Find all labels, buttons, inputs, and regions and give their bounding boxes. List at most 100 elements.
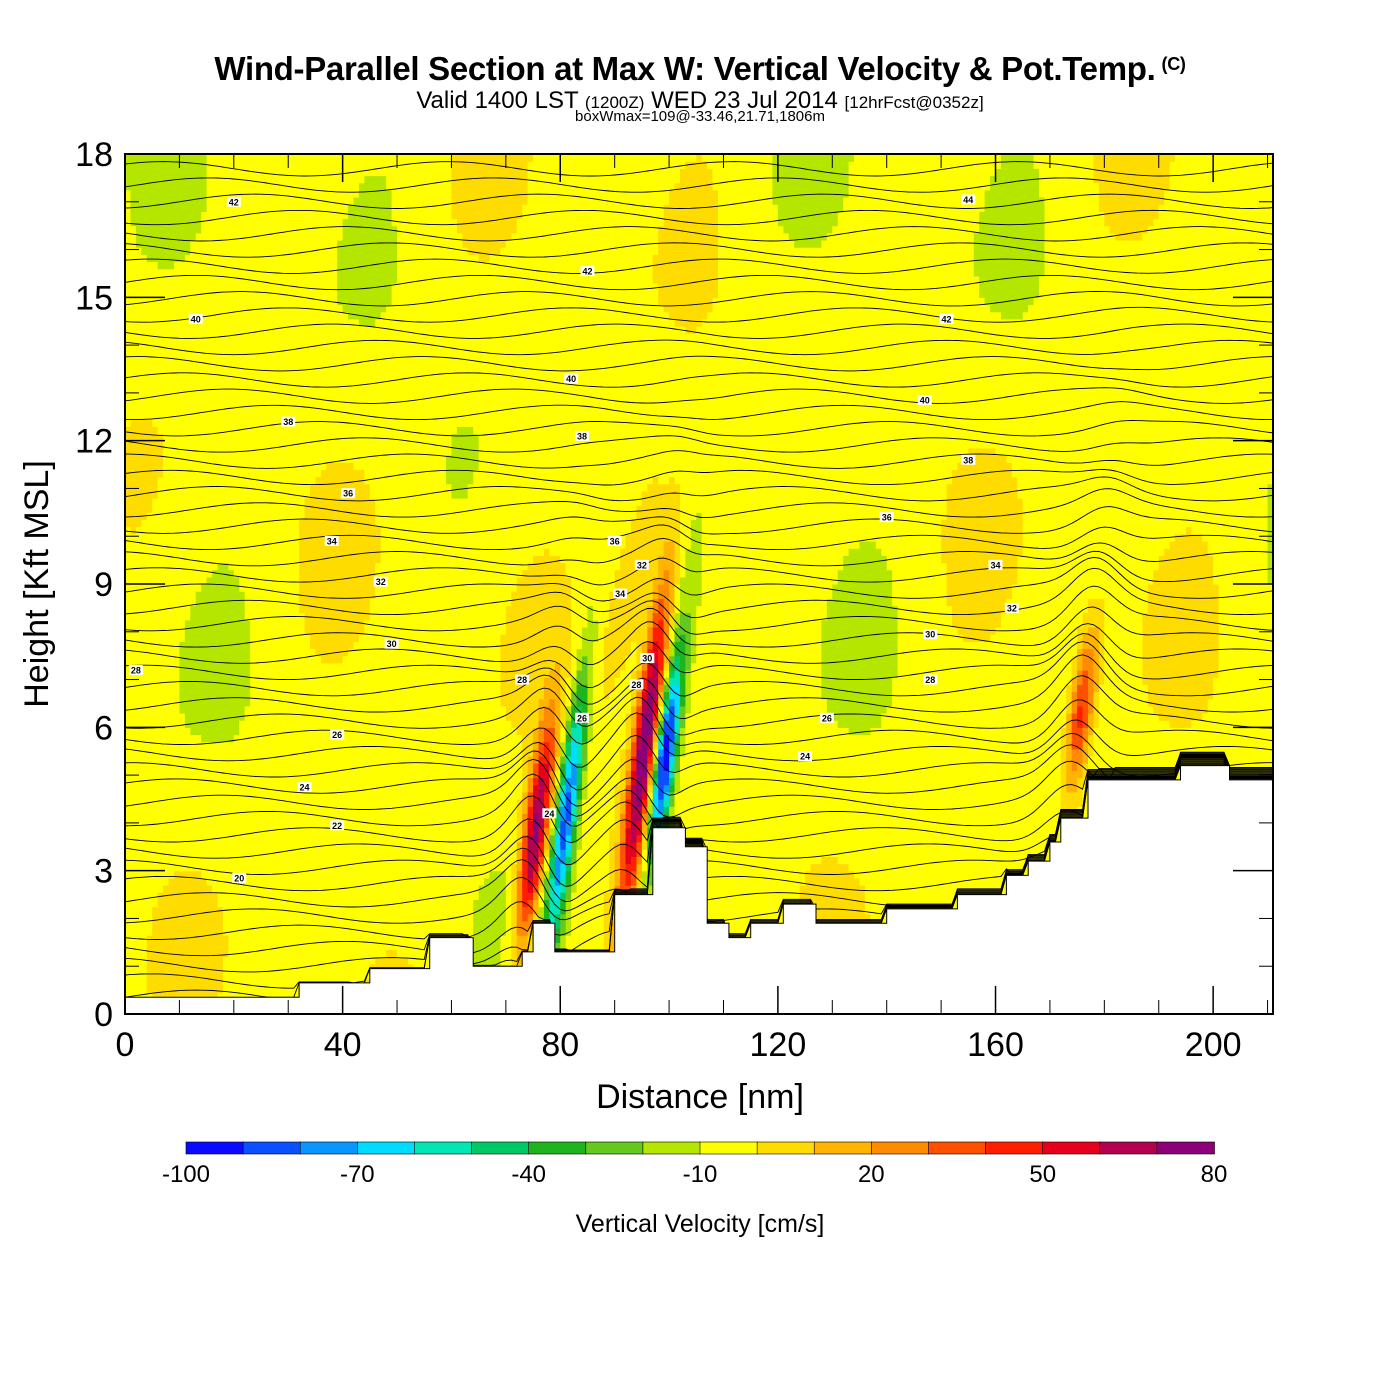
velocity-cell <box>136 649 142 657</box>
velocity-cell <box>147 555 153 563</box>
velocity-cell <box>163 326 169 334</box>
velocity-cell <box>190 792 196 800</box>
velocity-cell <box>179 297 185 305</box>
velocity-cell <box>201 412 207 420</box>
velocity-cell <box>163 742 169 750</box>
velocity-cell <box>147 276 153 284</box>
velocity-cell <box>163 462 169 470</box>
velocity-cell <box>136 792 142 800</box>
velocity-cell <box>147 634 153 642</box>
velocity-cell <box>136 455 142 463</box>
velocity-cell <box>147 520 153 528</box>
velocity-cell <box>130 405 136 413</box>
velocity-cell <box>147 763 153 771</box>
velocity-cell <box>174 835 180 843</box>
velocity-cell <box>147 921 153 929</box>
velocity-cell <box>174 856 180 864</box>
velocity-cell <box>158 613 164 621</box>
velocity-cell <box>174 785 180 793</box>
velocity-cell <box>158 190 164 198</box>
velocity-cell <box>201 821 207 829</box>
velocity-cell <box>174 735 180 743</box>
velocity-cell <box>185 305 191 313</box>
velocity-cell <box>163 770 169 778</box>
velocity-cell <box>169 942 175 950</box>
velocity-cell <box>141 462 147 470</box>
velocity-cell <box>169 548 175 556</box>
velocity-cell <box>130 161 136 169</box>
velocity-cell <box>179 283 185 291</box>
velocity-cell <box>185 971 191 979</box>
velocity-cell <box>136 219 142 227</box>
velocity-cell <box>169 204 175 212</box>
velocity-cell <box>190 462 196 470</box>
velocity-cell <box>141 391 147 399</box>
velocity-cell <box>174 749 180 757</box>
velocity-cell <box>179 577 185 585</box>
velocity-cell <box>190 684 196 692</box>
velocity-cell <box>174 878 180 886</box>
velocity-cell <box>158 269 164 277</box>
velocity-cell <box>169 735 175 743</box>
velocity-cell <box>152 971 158 979</box>
velocity-cell <box>152 641 158 649</box>
velocity-cell <box>185 448 191 456</box>
velocity-cell <box>185 878 191 886</box>
velocity-cell <box>163 319 169 327</box>
velocity-cell <box>141 878 147 886</box>
velocity-cell <box>169 563 175 571</box>
velocity-cell <box>141 813 147 821</box>
velocity-cell <box>152 921 158 929</box>
velocity-cell <box>174 806 180 814</box>
velocity-cell <box>147 426 153 434</box>
velocity-cell <box>196 842 202 850</box>
velocity-cell <box>147 856 153 864</box>
velocity-cell <box>196 520 202 528</box>
velocity-cell <box>130 892 136 900</box>
velocity-cell <box>190 405 196 413</box>
velocity-cell <box>185 770 191 778</box>
velocity-cell <box>196 190 202 198</box>
velocity-cell <box>136 950 142 958</box>
velocity-cell <box>169 247 175 255</box>
velocity-cell <box>179 856 185 864</box>
velocity-cell <box>185 899 191 907</box>
velocity-cell <box>174 226 180 234</box>
velocity-cell <box>147 326 153 334</box>
velocity-cell <box>141 405 147 413</box>
velocity-cell <box>207 828 213 836</box>
velocity-cell <box>207 942 213 950</box>
velocity-cell <box>201 742 207 750</box>
velocity-cell <box>163 362 169 370</box>
velocity-cell <box>147 656 153 664</box>
velocity-cell <box>174 942 180 950</box>
velocity-cell <box>174 362 180 370</box>
velocity-cell <box>201 613 207 621</box>
velocity-cell <box>136 763 142 771</box>
velocity-cell <box>130 176 136 184</box>
velocity-cell <box>141 778 147 786</box>
velocity-cell <box>169 290 175 298</box>
velocity-cell <box>207 763 213 771</box>
velocity-cell <box>136 978 142 986</box>
velocity-cell <box>196 297 202 305</box>
velocity-cell <box>158 240 164 248</box>
velocity-cell <box>147 591 153 599</box>
velocity-cell <box>163 405 169 413</box>
velocity-cell <box>190 340 196 348</box>
velocity-cell <box>179 706 185 714</box>
velocity-cell <box>196 183 202 191</box>
velocity-cell <box>141 713 147 721</box>
velocity-cell <box>174 871 180 879</box>
velocity-cell <box>179 312 185 320</box>
velocity-cell <box>141 735 147 743</box>
velocity-cell <box>169 871 175 879</box>
velocity-cell <box>158 154 164 162</box>
velocity-cell <box>179 262 185 270</box>
velocity-cell <box>201 226 207 234</box>
velocity-cell <box>179 326 185 334</box>
velocity-cell <box>201 498 207 506</box>
velocity-cell <box>152 842 158 850</box>
velocity-cell <box>152 161 158 169</box>
velocity-cell <box>152 670 158 678</box>
